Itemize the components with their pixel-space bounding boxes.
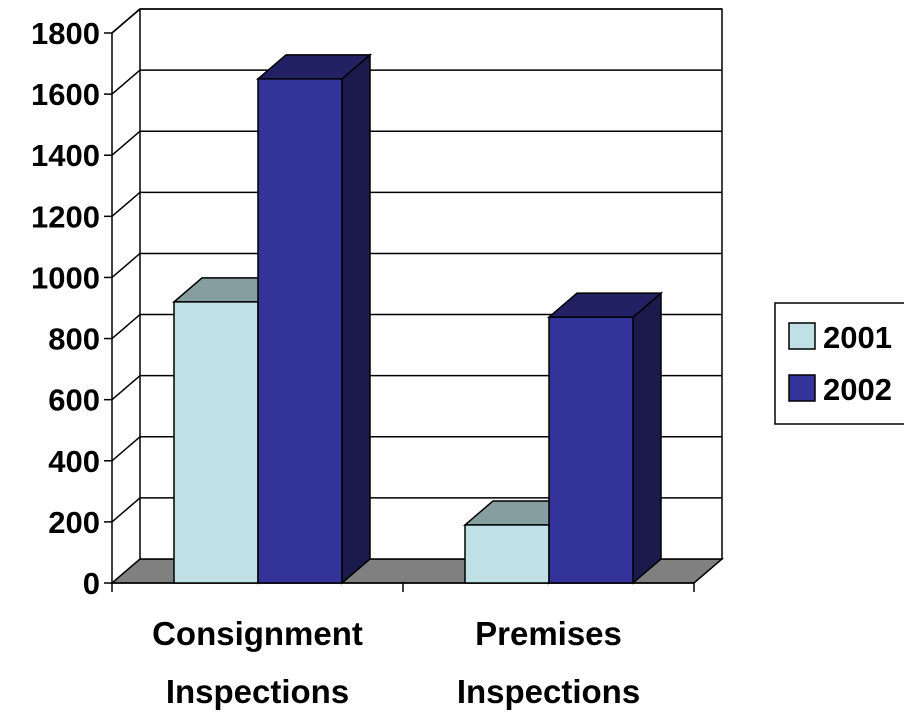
y-tick-label: 0 [83,566,100,601]
y-tick-label: 1400 [31,138,100,173]
bar-2002-1 [546,291,664,585]
bar-front [464,524,550,584]
side-gridline-200 [111,497,141,523]
y-tick-label: 1600 [31,77,100,112]
y-tick-label: 600 [48,383,100,418]
side-gridline-800 [111,313,141,340]
side-gridline-1200 [111,191,141,217]
legend: 2001 2002 [774,302,904,425]
y-tick-label: 1000 [31,260,100,295]
y-tick-label: 1200 [31,199,100,234]
y-tick-label: 200 [48,505,100,540]
x-category-label: Consignment [152,615,363,652]
y-tick-labels: 0 200 400 600 800 1000 1200 1400 1600 1800 [31,16,100,601]
x-category-label: Premises [475,615,622,652]
side-gridline-1400 [111,130,141,156]
x-category-labels: Consignment Inspections Premises Inspection… [152,615,640,710]
bars [171,53,664,585]
bar-front [173,301,259,584]
legend-swatch-2001 [788,322,816,350]
legend-label-2002: 2002 [823,372,892,407]
y-axis-top-edge [111,8,141,34]
bar-side [341,53,371,585]
bar-front [548,316,634,584]
bar-front [257,78,343,584]
side-gridline-600 [111,375,141,401]
x-category-label: Inspections [457,673,640,710]
side-gridline-1000 [111,252,141,279]
x-category-label: Inspections [166,673,349,710]
legend-swatch-2002 [788,374,816,402]
y-tick-label: 400 [48,444,100,479]
legend-label-2001: 2001 [823,320,892,355]
y-tick-label: 1800 [31,16,100,51]
bar-side [632,291,662,585]
side-gridline-1600 [111,69,141,95]
y-tick-label: 800 [48,322,100,357]
bar-2002-0 [255,53,373,585]
side-gridline-400 [111,436,141,462]
